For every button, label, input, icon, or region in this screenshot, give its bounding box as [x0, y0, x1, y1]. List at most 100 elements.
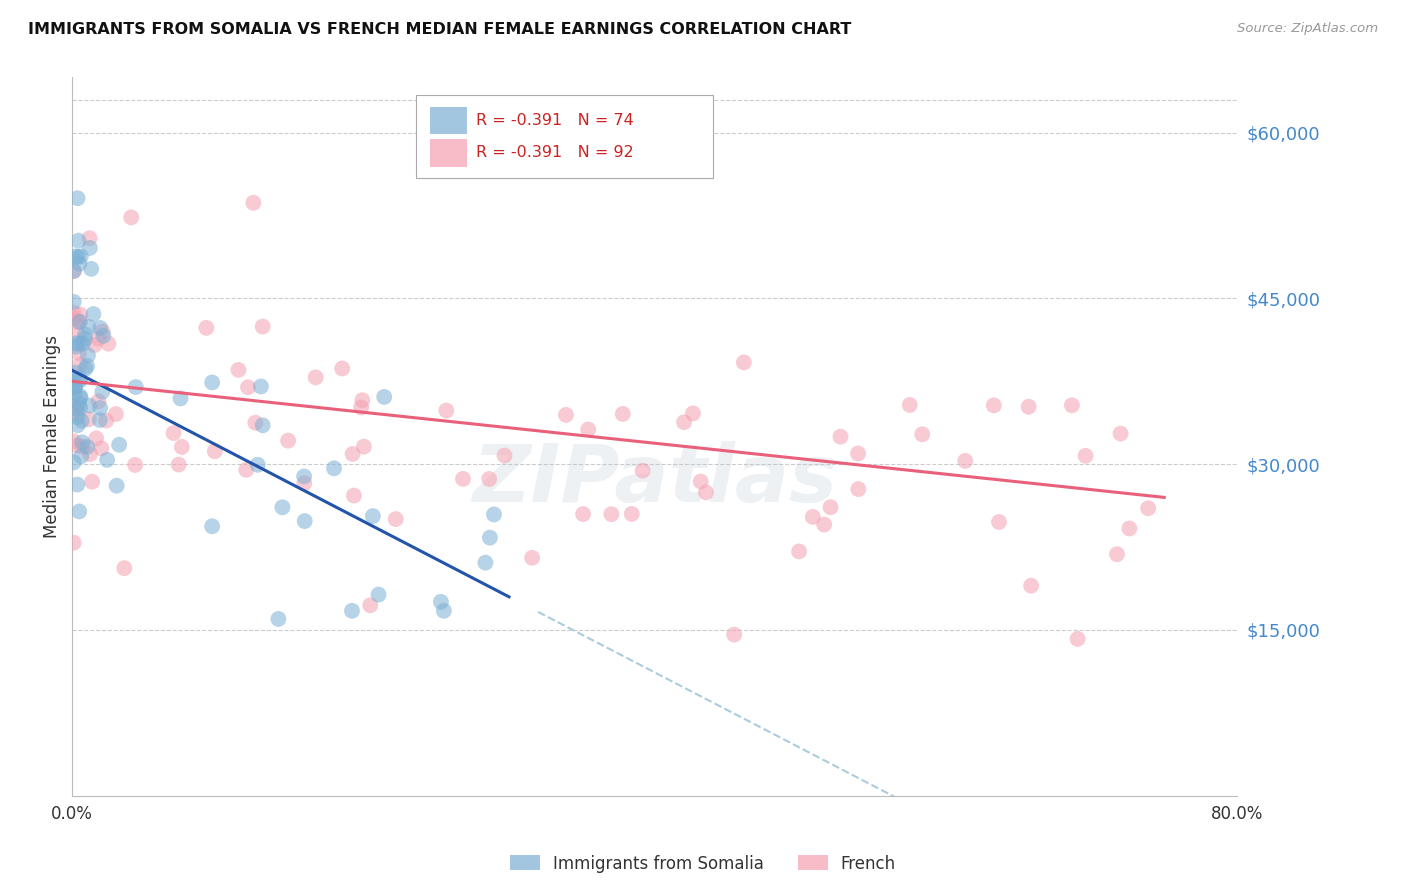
Point [67, 346, 90, 360]
Point [988, 515, 1011, 529]
Point [353, 440, 375, 454]
Point [125, 380, 148, 394]
Text: Source: ZipAtlas.com: Source: ZipAtlas.com [1237, 22, 1378, 36]
Text: IMMIGRANTS FROM SOMALIA VS FRENCH MEDIAN FEMALE EARNINGS CORRELATION CHART: IMMIGRANTS FROM SOMALIA VS FRENCH MEDIAN… [28, 22, 852, 37]
Legend: Immigrants from Somalia, French: Immigrants from Somalia, French [503, 848, 903, 880]
Point [89, 413, 111, 427]
Point [572, 507, 595, 521]
Point [250, 379, 273, 393]
Point [430, 595, 453, 609]
Point [120, 211, 142, 225]
Point [733, 355, 755, 369]
Point [108, 438, 131, 452]
Point [104, 407, 127, 421]
Point [1109, 426, 1132, 441]
Point [323, 461, 346, 475]
Point [67, 328, 90, 343]
Point [520, 550, 543, 565]
Point [97, 336, 120, 351]
Point [77, 319, 100, 334]
Point [91, 325, 114, 339]
Point [69, 373, 91, 387]
Point [70, 449, 93, 463]
Point [983, 398, 1005, 412]
Point [1018, 400, 1040, 414]
Point [90, 442, 112, 456]
Point [62, 434, 84, 449]
Point [201, 376, 224, 390]
Point [342, 447, 364, 461]
Point [63, 386, 86, 401]
Point [69, 401, 91, 415]
Point [62, 535, 84, 549]
Point [62, 311, 84, 326]
Point [66, 191, 89, 205]
Point [576, 422, 599, 436]
Point [70, 435, 93, 450]
Point [787, 544, 810, 558]
Point [62, 305, 84, 319]
Point [69, 315, 91, 329]
Point [69, 371, 91, 385]
Point [65, 249, 87, 263]
Point [350, 401, 373, 415]
Point [67, 504, 90, 518]
Point [82, 475, 104, 489]
Point [1105, 547, 1128, 561]
Point [620, 507, 643, 521]
Point [1137, 501, 1160, 516]
Point [87, 394, 110, 409]
Point [77, 348, 100, 362]
Point [201, 519, 224, 533]
Point [112, 561, 135, 575]
Point [70, 249, 93, 263]
Point [474, 556, 496, 570]
Point [91, 384, 114, 399]
Point [162, 426, 184, 441]
Point [62, 455, 84, 469]
Point [79, 241, 101, 255]
Point [673, 415, 696, 429]
Point [69, 391, 91, 405]
Point [66, 477, 89, 491]
Point [76, 359, 98, 373]
Point [340, 604, 363, 618]
Point [612, 407, 634, 421]
Point [330, 361, 353, 376]
Point [723, 627, 745, 641]
Point [170, 440, 193, 454]
Point [105, 478, 128, 492]
Point [478, 472, 501, 486]
FancyBboxPatch shape [430, 139, 467, 167]
Point [93, 328, 115, 343]
Point [69, 308, 91, 322]
Point [305, 370, 328, 384]
Point [236, 380, 259, 394]
Point [801, 510, 824, 524]
Point [65, 336, 87, 351]
Point [292, 469, 315, 483]
Point [66, 410, 89, 425]
Point [682, 406, 704, 420]
Point [600, 507, 623, 521]
Text: R = -0.391   N = 92: R = -0.391 N = 92 [477, 145, 634, 161]
Point [67, 234, 90, 248]
FancyBboxPatch shape [416, 95, 713, 178]
Point [555, 408, 578, 422]
Point [79, 447, 101, 461]
Point [62, 401, 84, 415]
Point [277, 434, 299, 448]
Point [292, 476, 315, 491]
Point [87, 332, 110, 346]
Point [361, 509, 384, 524]
Point [245, 416, 267, 430]
Point [1066, 632, 1088, 646]
Point [66, 250, 89, 264]
Point [67, 396, 90, 410]
Point [72, 440, 94, 454]
Point [62, 372, 84, 386]
Point [352, 393, 374, 408]
Point [82, 307, 104, 321]
Point [846, 482, 869, 496]
Point [204, 444, 226, 458]
